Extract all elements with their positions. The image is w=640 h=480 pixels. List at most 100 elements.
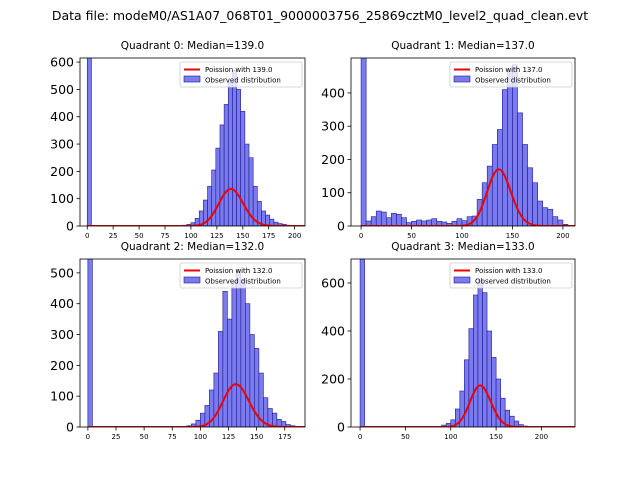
quadrant-2-legend: Poission with 132.0 Observed distribution	[179, 262, 303, 289]
x-tick-label: 50	[135, 232, 144, 240]
x-tick-label: 200	[535, 433, 548, 441]
histogram-bar	[359, 259, 365, 427]
quadrant-2-chart: Quadrant 2: Median=132.0 0 25 50 75 100 125 15…	[50, 241, 306, 441]
histogram-bar	[502, 89, 508, 226]
x-tick-label: 150	[506, 232, 519, 240]
histogram-bar	[231, 281, 237, 427]
y-tick-label: 0	[337, 219, 345, 234]
histogram-bar	[240, 278, 246, 427]
histogram-bar	[380, 211, 387, 226]
quadrant-1-axes-frame	[350, 57, 576, 227]
histogram-bar	[272, 412, 278, 427]
x-tick-label: 150	[250, 433, 263, 441]
histogram-bar	[547, 209, 554, 226]
x-tick-label: 100	[455, 232, 468, 240]
histogram-bar	[227, 318, 233, 427]
quadrant-2-axes-frame	[79, 258, 306, 428]
x-tick-label: 0	[86, 433, 90, 441]
histogram-bar	[215, 147, 221, 226]
quadrant-1-chart: Quadrant 1: Median=137.0 0 50 100 150 200 0 10…	[321, 40, 576, 240]
y-tick-label: 200	[321, 372, 345, 387]
histogram-bar	[227, 82, 233, 226]
histogram-bar	[219, 124, 225, 226]
histogram-bar	[468, 328, 474, 427]
histogram-bar	[491, 357, 497, 427]
quadrant-0-plot-area	[86, 58, 305, 226]
y-tick-label: 600	[321, 276, 345, 291]
histogram-bar	[477, 280, 483, 427]
y-tick-label: 0	[337, 420, 345, 435]
x-tick-label: 150	[236, 232, 249, 240]
histogram-bar	[486, 165, 493, 226]
histogram-bar	[213, 372, 219, 427]
histogram-bar	[557, 219, 564, 226]
histogram-bar	[236, 89, 242, 226]
legend-poisson-label: Poission with 133.0	[475, 267, 543, 275]
quadrant-3-axes-frame	[350, 258, 576, 428]
histogram-bar	[522, 144, 528, 226]
histogram-bar	[375, 210, 382, 226]
x-tick-label: 0	[358, 433, 362, 441]
quadrant-3-chart: Quadrant 3: Median=133.0 0 50 100 150 200 0 20…	[321, 241, 576, 441]
histogram-bar	[223, 104, 229, 226]
x-tick-label: 75	[168, 433, 177, 441]
legend-box	[179, 61, 303, 88]
legend-bar-swatch	[183, 276, 201, 284]
x-tick-label: 125	[210, 232, 223, 240]
poisson-fit-line	[87, 188, 305, 226]
quadrant-1-plot-area	[360, 58, 575, 226]
y-tick-label: 200	[50, 164, 74, 179]
histogram-bar	[211, 169, 217, 226]
histogram-bar	[245, 303, 251, 427]
x-tick-label: 200	[288, 232, 301, 240]
y-tick-label: 600	[50, 55, 74, 70]
x-tick-label: 175	[262, 232, 275, 240]
histogram-bar	[431, 218, 438, 226]
legend-observed-label: Observed distribution	[205, 77, 281, 85]
histogram-bar	[527, 167, 533, 226]
histogram-bar	[464, 359, 470, 427]
legend-poisson-label: Poission with 139.0	[205, 66, 273, 74]
histogram-bar	[552, 216, 559, 226]
y-tick-label: 100	[50, 191, 74, 206]
legend-poisson-label: Poission with 137.0	[475, 66, 543, 74]
histogram-bar	[249, 334, 255, 427]
y-tick-label: 500	[50, 82, 74, 97]
quadrant-2-plot-area	[87, 259, 305, 427]
histogram-bar	[473, 294, 479, 427]
y-tick-label: 100	[321, 185, 345, 200]
y-tick-label: 0	[66, 420, 74, 435]
x-tick-label: 200	[556, 232, 569, 240]
histogram-bar	[497, 129, 503, 226]
y-tick-label: 400	[321, 324, 345, 339]
histogram-bar	[360, 58, 367, 226]
figure-suptitle: Data file: modeM0/AS1A07_068T01_90000037…	[52, 8, 588, 23]
x-tick-label: 100	[184, 232, 197, 240]
x-tick-label: 100	[194, 433, 207, 441]
legend-box	[179, 262, 303, 289]
histogram-bar	[542, 207, 549, 226]
histogram-bar	[236, 269, 242, 427]
histogram-bar	[232, 69, 237, 226]
legend-bar-swatch	[453, 276, 471, 284]
y-tick-label: 400	[50, 296, 74, 311]
legend-observed-label: Observed distribution	[475, 278, 551, 286]
x-tick-label: 50	[407, 232, 416, 240]
histogram-bar	[491, 144, 498, 226]
poisson-fit-line	[360, 384, 575, 427]
quadrant-3-legend: Poission with 133.0 Observed distribution	[449, 262, 573, 289]
x-tick-label: 150	[489, 433, 502, 441]
histogram-bar	[482, 292, 488, 427]
y-tick-label: 200	[321, 152, 345, 167]
y-tick-label: 200	[50, 358, 74, 373]
histogram-bar	[401, 217, 407, 226]
quadrant-1-legend: Poission with 137.0 Observed distribution	[449, 61, 573, 88]
y-tick-label: 100	[50, 389, 74, 404]
x-tick-label: 125	[222, 433, 235, 441]
y-tick-label: 500	[50, 265, 74, 280]
legend-box	[449, 61, 573, 88]
legend-poisson-label: Poission with 132.0	[205, 267, 273, 275]
x-tick-label: 50	[140, 433, 149, 441]
x-tick-label: 75	[161, 232, 170, 240]
histogram-bar	[507, 69, 513, 226]
